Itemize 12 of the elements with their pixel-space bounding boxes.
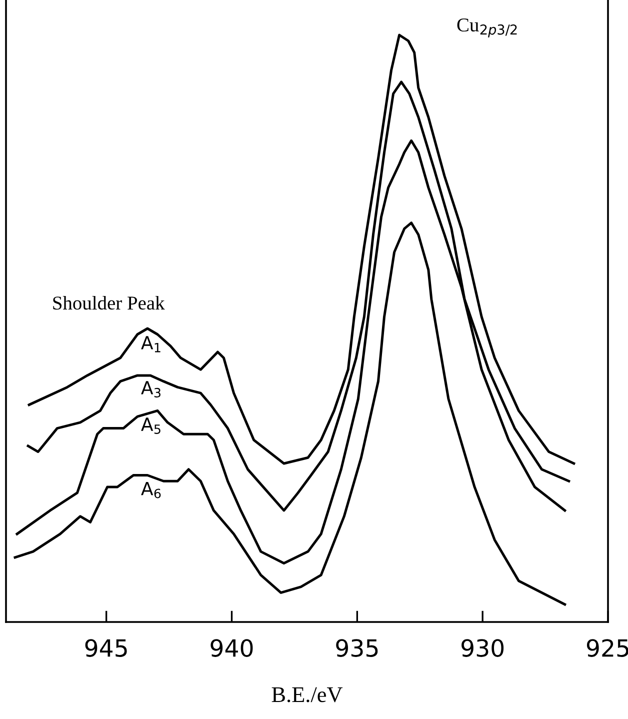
series-label: A$_{1}$: [141, 336, 160, 352]
x-axis-title: B.E./eV: [272, 687, 343, 702]
series-label: A$_{6}$: [141, 482, 161, 498]
x-tick-label: 945: [85, 639, 127, 657]
series-label: A$_{3}$: [141, 381, 160, 398]
x-tick-label: 925: [586, 639, 628, 657]
x-tick-label: 930: [462, 639, 504, 657]
x-tick-label: 935: [336, 639, 378, 657]
x-tick-label: 940: [210, 639, 253, 657]
annotation: Shoulder Peak: [53, 296, 165, 310]
annotation: Cu$_{2p3/2}$: [457, 18, 517, 38]
series-label: A$_{5}$: [141, 418, 160, 434]
